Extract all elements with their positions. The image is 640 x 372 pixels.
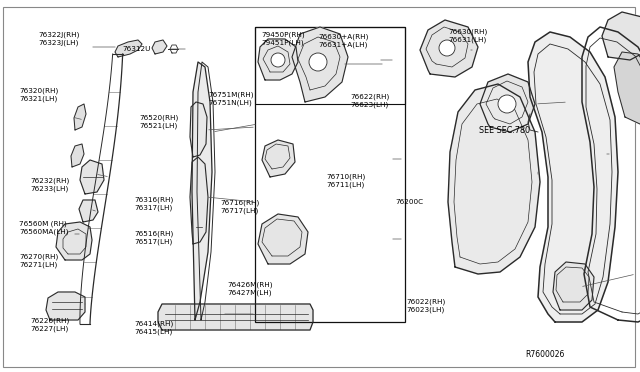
Polygon shape	[192, 62, 212, 320]
Polygon shape	[602, 12, 640, 60]
Polygon shape	[46, 292, 85, 320]
Text: 76200C: 76200C	[396, 199, 424, 205]
Text: R7600026: R7600026	[525, 350, 564, 359]
Circle shape	[309, 53, 327, 71]
Text: 76560M (RH)
76560MA(LH): 76560M (RH) 76560MA(LH)	[19, 221, 68, 235]
Polygon shape	[158, 304, 313, 330]
Text: 76022(RH)
76023(LH): 76022(RH) 76023(LH)	[406, 299, 445, 313]
Text: 76751M(RH)
76751N(LH): 76751M(RH) 76751N(LH)	[208, 92, 253, 106]
Polygon shape	[528, 32, 618, 322]
Text: 76226(RH)
76227(LH): 76226(RH) 76227(LH)	[31, 317, 70, 331]
Polygon shape	[292, 27, 348, 102]
Polygon shape	[152, 40, 167, 54]
Polygon shape	[190, 102, 207, 157]
Polygon shape	[480, 74, 535, 132]
Text: 76426M(RH)
76427M(LH): 76426M(RH) 76427M(LH)	[227, 281, 273, 295]
Polygon shape	[71, 144, 84, 167]
Polygon shape	[262, 140, 295, 177]
Text: 76622(RH)
76623(LH): 76622(RH) 76623(LH)	[351, 93, 390, 108]
Text: 76710(RH)
76711(LH): 76710(RH) 76711(LH)	[326, 173, 365, 187]
Polygon shape	[614, 52, 640, 124]
Text: 76312U: 76312U	[123, 46, 151, 52]
Bar	[255, 27, 405, 104]
Polygon shape	[258, 214, 308, 264]
Text: 76270(RH)
76271(LH): 76270(RH) 76271(LH)	[19, 254, 58, 268]
Text: 79450P(RH)
79451P(LH): 79450P(RH) 79451P(LH)	[261, 32, 305, 46]
Polygon shape	[79, 200, 98, 222]
Circle shape	[498, 95, 516, 113]
Polygon shape	[448, 84, 540, 274]
Text: 76316(RH)
76317(LH): 76316(RH) 76317(LH)	[134, 197, 173, 211]
Text: 76630(RH)
76631(LH): 76630(RH) 76631(LH)	[448, 28, 487, 42]
Polygon shape	[420, 20, 478, 77]
Text: 76630+A(RH)
76631+A(LH): 76630+A(RH) 76631+A(LH)	[319, 34, 369, 48]
Bar	[255, 27, 405, 322]
Text: 76414(RH)
76415(LH): 76414(RH) 76415(LH)	[134, 320, 173, 334]
Text: 76320(RH)
76321(LH): 76320(RH) 76321(LH)	[19, 88, 58, 102]
Circle shape	[271, 53, 285, 67]
Text: 76322J(RH)
76323J(LH): 76322J(RH) 76323J(LH)	[38, 32, 80, 46]
Text: 76232(RH)
76233(LH): 76232(RH) 76233(LH)	[31, 178, 70, 192]
Text: 76516(RH)
76517(LH): 76516(RH) 76517(LH)	[134, 230, 173, 244]
Text: 76716(RH)
76717(LH): 76716(RH) 76717(LH)	[221, 199, 260, 214]
Polygon shape	[74, 104, 86, 130]
Text: 76520(RH)
76521(LH): 76520(RH) 76521(LH)	[140, 115, 179, 129]
Polygon shape	[190, 157, 208, 244]
Polygon shape	[56, 222, 92, 260]
Polygon shape	[258, 39, 298, 80]
Polygon shape	[553, 262, 594, 310]
Polygon shape	[80, 160, 104, 194]
Polygon shape	[115, 40, 142, 57]
Text: SEE SEC.780: SEE SEC.780	[479, 126, 530, 135]
Circle shape	[439, 40, 455, 56]
